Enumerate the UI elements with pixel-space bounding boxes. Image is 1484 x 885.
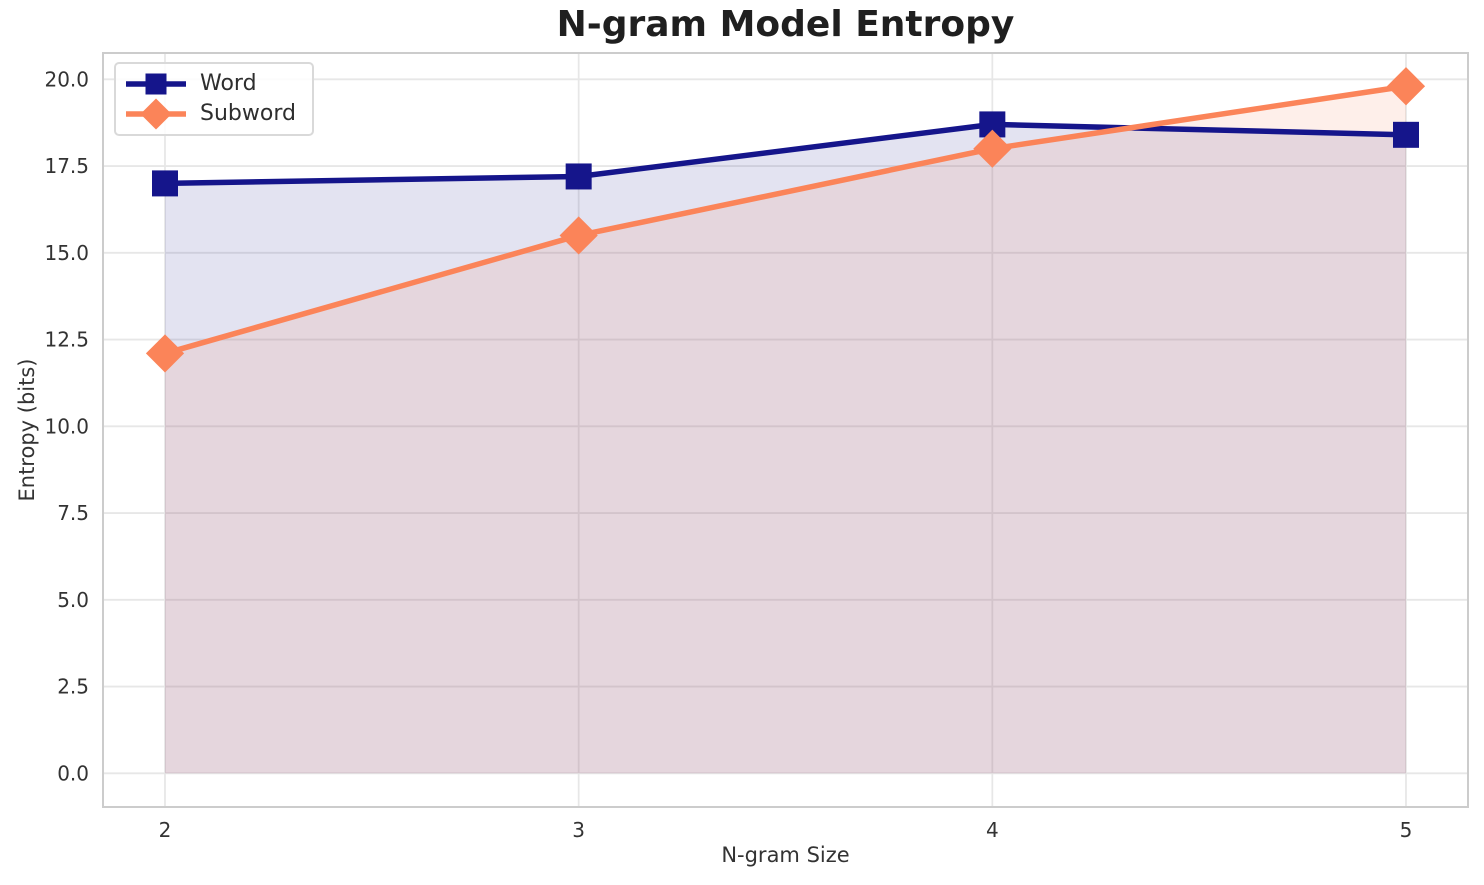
word-marker xyxy=(565,163,592,190)
legend-item-word: Word xyxy=(124,69,296,99)
word-legend-marker-icon xyxy=(126,73,186,95)
subword-legend-marker-icon xyxy=(126,98,186,130)
legend-label: Subword xyxy=(200,101,296,126)
subword-marker xyxy=(1386,67,1426,106)
word-series xyxy=(152,111,1419,197)
subword-area xyxy=(165,86,1406,774)
x-tick-label: 2 xyxy=(159,818,172,842)
word-area xyxy=(165,124,1406,774)
y-tick-label: 15.0 xyxy=(44,241,89,265)
y-tick-label: 12.5 xyxy=(44,328,89,352)
x-tick-label: 5 xyxy=(1400,818,1413,842)
plot-border xyxy=(102,52,1469,808)
legend: Word Subword xyxy=(114,62,314,136)
x-tick-label: 4 xyxy=(986,818,999,842)
y-tick-label: 7.5 xyxy=(57,501,89,525)
y-tick-label: 0.0 xyxy=(57,761,89,785)
legend-label: Word xyxy=(200,71,257,96)
y-tick-label: 2.5 xyxy=(57,675,89,699)
x-tick-label: 3 xyxy=(572,818,585,842)
word-line xyxy=(164,121,1407,187)
y-tick-label: 17.5 xyxy=(44,154,89,178)
word-marker xyxy=(152,170,178,197)
chart-title: N-gram Model Entropy xyxy=(556,4,1015,45)
legend-item-subword: Subword xyxy=(124,98,296,130)
y-tick-label: 20.0 xyxy=(44,67,89,91)
subword-line xyxy=(164,83,1407,357)
x-axis-label: N-gram Size xyxy=(721,843,850,867)
y-tick-label: 10.0 xyxy=(44,414,89,438)
y-tick-label: 5.0 xyxy=(57,588,89,612)
subword-marker xyxy=(145,334,185,373)
word-marker xyxy=(1393,121,1419,148)
